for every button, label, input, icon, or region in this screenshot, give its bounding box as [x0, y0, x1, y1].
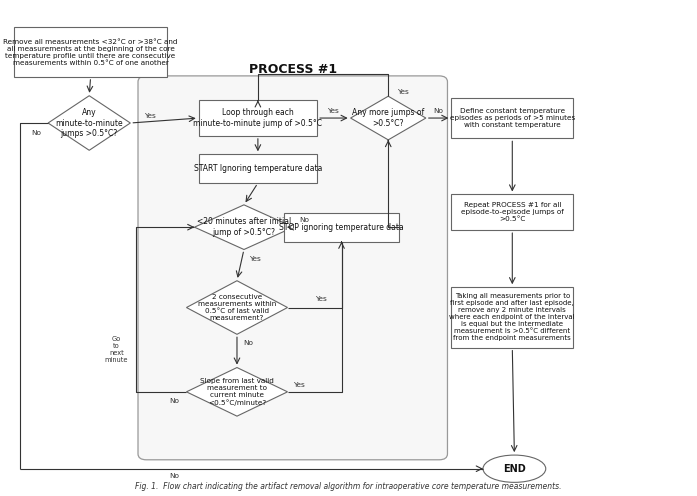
- Text: START Ignoring temperature data: START Ignoring temperature data: [194, 164, 322, 173]
- Text: Yes: Yes: [315, 296, 326, 302]
- Text: No: No: [243, 340, 253, 346]
- FancyBboxPatch shape: [199, 100, 317, 136]
- Text: Fig. 1.  Flow chart indicating the artifact removal algorithm for intraoperative: Fig. 1. Flow chart indicating the artifa…: [135, 482, 562, 491]
- Text: <20 minutes after initial
jump of >0.5°C?: <20 minutes after initial jump of >0.5°C…: [197, 217, 291, 237]
- Text: Taking all measurements prior to
first episode and after last episode,
remove an: Taking all measurements prior to first e…: [450, 294, 575, 341]
- Text: STOP ignoring temperature data: STOP ignoring temperature data: [279, 223, 404, 232]
- Ellipse shape: [483, 455, 546, 482]
- Text: Yes: Yes: [328, 108, 339, 114]
- Polygon shape: [351, 96, 426, 140]
- Polygon shape: [194, 205, 293, 249]
- Text: Any
minute-to-minute
jumps >0.5°C?: Any minute-to-minute jumps >0.5°C?: [55, 108, 123, 138]
- Text: Go
to
next
minute: Go to next minute: [105, 336, 128, 363]
- Text: No: No: [31, 130, 41, 136]
- FancyBboxPatch shape: [452, 194, 574, 230]
- FancyBboxPatch shape: [452, 287, 574, 348]
- Text: 2 consecutive
measurements within
0.5°C of last valid
measurement?: 2 consecutive measurements within 0.5°C …: [198, 294, 276, 321]
- FancyBboxPatch shape: [452, 98, 574, 138]
- Text: Slope from last valid
measurement to
current minute
<0.5°C/minute?: Slope from last valid measurement to cur…: [200, 378, 274, 406]
- Text: Any more jumps of
>0.5°C?: Any more jumps of >0.5°C?: [352, 108, 424, 128]
- FancyBboxPatch shape: [199, 154, 317, 183]
- Text: Yes: Yes: [293, 382, 305, 388]
- Polygon shape: [187, 368, 288, 416]
- Text: Define constant temperature
episodes as periods of >5 minutes
with constant temp: Define constant temperature episodes as …: [450, 108, 575, 128]
- FancyBboxPatch shape: [284, 213, 399, 242]
- Text: Yes: Yes: [144, 113, 155, 119]
- Text: Loop through each
minute-to-minute jump of >0.5°C: Loop through each minute-to-minute jump …: [193, 108, 323, 128]
- Text: No: No: [169, 398, 179, 404]
- Text: Yes: Yes: [250, 256, 261, 262]
- Polygon shape: [187, 281, 288, 334]
- Text: No: No: [169, 473, 179, 479]
- Text: PROCESS #1: PROCESS #1: [249, 63, 337, 76]
- Text: No: No: [434, 108, 443, 114]
- FancyBboxPatch shape: [14, 27, 167, 77]
- Text: Remove all measurements <32°C or >38°C and
all measurements at the beginning of : Remove all measurements <32°C or >38°C a…: [3, 39, 178, 65]
- Polygon shape: [48, 96, 130, 150]
- Text: Repeat PROCESS #1 for all
episode-to-episode jumps of
>0.5°C: Repeat PROCESS #1 for all episode-to-epi…: [461, 202, 564, 222]
- FancyBboxPatch shape: [138, 76, 447, 460]
- Text: No: No: [299, 217, 309, 223]
- Text: Yes: Yes: [397, 89, 408, 95]
- Text: END: END: [503, 464, 526, 474]
